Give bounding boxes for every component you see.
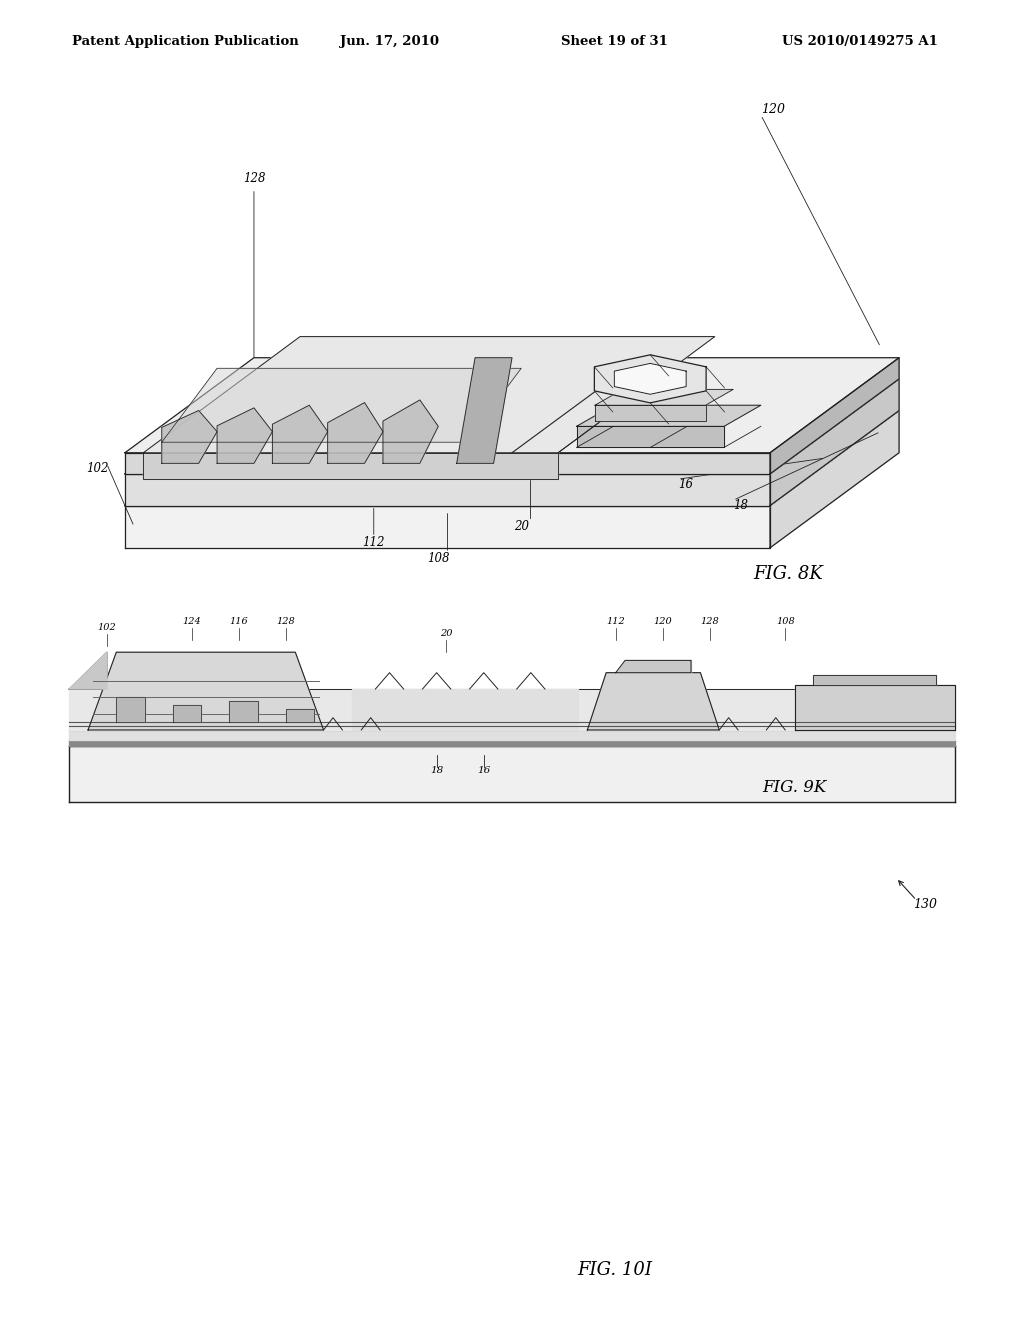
Bar [275,1010,324,1102]
Polygon shape [70,730,954,741]
Text: US 2010/0149275 A1: US 2010/0149275 A1 [782,34,938,48]
Text: 102: 102 [86,462,109,475]
Text: Sheet 19 of 31: Sheet 19 of 31 [561,34,668,48]
Polygon shape [770,358,899,474]
Polygon shape [162,411,217,463]
Polygon shape [70,746,954,801]
Text: 108: 108 [776,616,795,626]
Polygon shape [162,368,521,442]
Text: 102: 102 [97,623,117,632]
Text: FIG. 8K: FIG. 8K [754,565,823,583]
Polygon shape [143,337,715,453]
Bar [252,1125,348,1151]
Polygon shape [588,673,719,730]
Polygon shape [125,453,770,474]
Polygon shape [595,405,706,421]
Polygon shape [577,405,761,426]
Polygon shape [125,506,770,548]
Polygon shape [383,400,438,463]
Polygon shape [770,379,899,506]
Polygon shape [143,453,558,479]
Polygon shape [594,355,707,403]
Text: 124: 124 [182,616,201,626]
Polygon shape [770,411,899,548]
Polygon shape [272,405,328,463]
Text: Jun. 17, 2010: Jun. 17, 2010 [340,34,438,48]
Text: 120: 120 [653,616,672,626]
Polygon shape [457,358,512,463]
Text: 18: 18 [430,767,443,775]
Polygon shape [125,379,899,474]
Text: FIG. 10I: FIG. 10I [577,1261,652,1279]
Polygon shape [284,1018,388,1094]
Polygon shape [614,363,686,395]
Text: 16: 16 [678,478,693,491]
Text: 130: 130 [913,898,937,911]
Polygon shape [795,685,954,730]
Polygon shape [286,710,314,722]
Polygon shape [88,652,324,730]
Polygon shape [124,1006,275,1106]
Text: 16: 16 [477,767,490,775]
Text: 112: 112 [362,536,385,549]
Text: 116: 116 [229,616,248,626]
Text: Patent Application Publication: Patent Application Publication [72,34,298,48]
Polygon shape [595,389,733,405]
Polygon shape [229,701,258,722]
Polygon shape [217,408,272,463]
Text: 108: 108 [427,552,450,565]
Polygon shape [70,652,106,689]
Polygon shape [70,689,954,730]
Polygon shape [125,474,770,506]
Text: 112: 112 [606,616,625,626]
Polygon shape [173,705,201,722]
Polygon shape [615,660,691,673]
Polygon shape [70,741,954,746]
Polygon shape [328,403,383,463]
Text: FIG. 9K: FIG. 9K [763,779,826,796]
Polygon shape [125,411,899,506]
Text: 120: 120 [761,103,784,116]
Polygon shape [125,358,899,453]
Polygon shape [813,675,936,685]
Text: 18: 18 [733,499,749,512]
Text: 128: 128 [700,616,719,626]
Polygon shape [577,426,724,447]
Text: 20: 20 [439,628,453,638]
Polygon shape [117,697,144,722]
Text: 128: 128 [276,616,295,626]
Polygon shape [352,689,578,730]
Bar [252,961,348,987]
Text: 128: 128 [243,172,265,185]
Text: 20: 20 [514,520,528,533]
